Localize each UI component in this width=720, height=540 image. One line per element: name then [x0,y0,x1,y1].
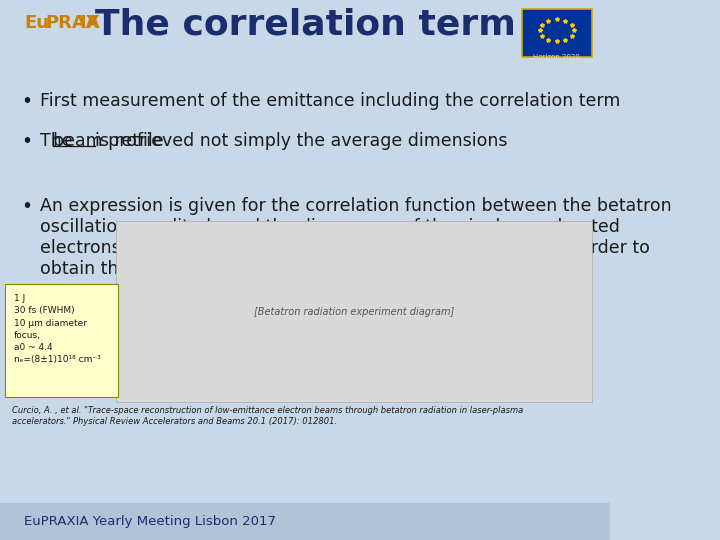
Text: An expression is given for the correlation function between the betatron
oscilla: An expression is given for the correlati… [40,197,671,278]
FancyBboxPatch shape [5,284,118,397]
Text: 1 J
30 fs (FWHM)
10 μm diameter
focus,
a0 ~ 4.4
nₑ=(8±1)10¹⁸ cm⁻³: 1 J 30 fs (FWHM) 10 μm diameter focus, a… [14,294,101,364]
Text: •: • [22,197,32,216]
FancyBboxPatch shape [116,221,592,402]
Text: EuPRAXIA Yearly Meeting Lisbon 2017: EuPRAXIA Yearly Meeting Lisbon 2017 [24,515,276,528]
FancyBboxPatch shape [0,503,610,540]
Text: The: The [40,132,78,150]
Text: First measurement of the emittance including the correlation term: First measurement of the emittance inclu… [40,92,620,110]
Text: The correlation term: The correlation term [94,8,516,41]
Text: •: • [22,132,32,151]
Text: •: • [22,92,32,111]
FancyBboxPatch shape [0,0,610,62]
Text: Curcio, A. , et al. "Trace-space reconstruction of low-emittance electron beams : Curcio, A. , et al. "Trace-space reconst… [12,406,523,426]
Text: IA: IA [79,14,100,32]
Text: is retrieved not simply the average dimensions: is retrieved not simply the average dime… [95,132,508,150]
FancyBboxPatch shape [521,9,592,57]
Text: Horizon 2020: Horizon 2020 [534,54,580,60]
Text: Eu: Eu [24,14,50,32]
Text: beam profile: beam profile [53,132,168,150]
Text: PRAX: PRAX [46,14,100,32]
Text: [Betatron radiation experiment diagram]: [Betatron radiation experiment diagram] [253,307,454,317]
